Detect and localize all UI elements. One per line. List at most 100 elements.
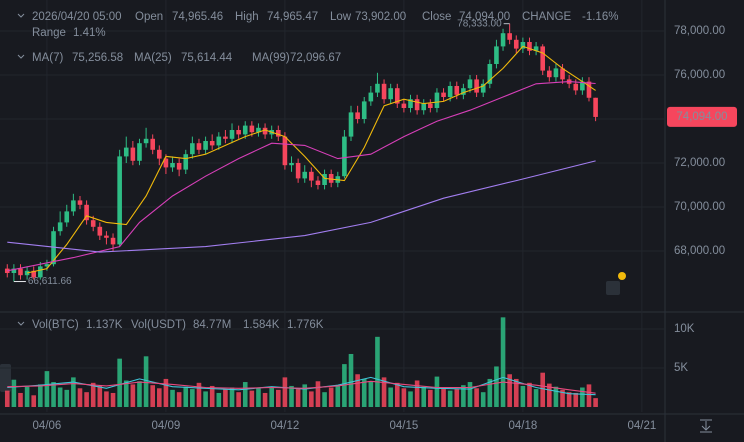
candle-body (249, 125, 255, 133)
candle-body (394, 88, 400, 104)
price-tag-label: 74,094.00 (676, 111, 727, 123)
volume-bar (586, 384, 592, 407)
candle-body (507, 33, 512, 40)
volume-bar (480, 392, 486, 407)
candle-body (322, 174, 327, 185)
candle-body (348, 112, 354, 137)
volume-bar (123, 380, 129, 407)
volume-ma-line (7, 376, 596, 396)
legend-text: MA(25) (134, 52, 172, 64)
volume-bar (302, 384, 308, 407)
volume-bar (368, 381, 374, 407)
volume-ma-line (7, 380, 596, 394)
x-tick-label: 04/21 (627, 420, 656, 432)
volume-bar (520, 385, 526, 407)
volume-bar (196, 382, 202, 407)
legend-text: 75,256.58 (72, 52, 123, 64)
candle-body (275, 130, 281, 137)
candle-body (474, 79, 479, 93)
volume-bar (322, 392, 327, 407)
x-tick-label: 04/15 (390, 420, 419, 432)
event-dot[interactable] (618, 272, 626, 280)
candle-body (150, 138, 155, 150)
candle-body (454, 86, 460, 95)
candle-body (143, 138, 149, 144)
volume-bar (566, 392, 572, 407)
candle-body (547, 70, 552, 78)
candle-body (328, 174, 334, 183)
collapse-icon[interactable] (17, 321, 25, 326)
candle-body (77, 200, 83, 205)
candle-body (494, 46, 499, 64)
legend-text: High (235, 11, 259, 23)
candle-body (540, 46, 546, 71)
candle-body (500, 33, 506, 47)
volume-bar (11, 379, 17, 407)
candle-body (216, 136, 222, 146)
volume-bar (447, 390, 453, 407)
candle-body (408, 99, 413, 108)
legend-text: CHANGE (522, 11, 572, 23)
legend-text: 1.776K (287, 319, 324, 331)
candle-body (130, 147, 136, 161)
candle-body (104, 235, 109, 238)
volume-bar (163, 378, 169, 407)
candle-body (176, 163, 182, 170)
volume-bar (348, 353, 354, 407)
axis-reset-icon[interactable] (700, 419, 712, 433)
event-icon[interactable] (606, 281, 620, 295)
volume-bar (282, 377, 288, 407)
volume-bar (137, 381, 142, 407)
volume-bar (474, 388, 479, 407)
legend-text: 75,614.44 (181, 52, 233, 64)
candle-body (388, 88, 393, 100)
volume-bar (71, 377, 76, 407)
side-toggle[interactable] (0, 364, 11, 392)
legend-text: MA(7) (32, 52, 63, 64)
volume-bar (560, 389, 565, 407)
collapse-icon[interactable] (17, 54, 25, 59)
legend-text: Range (32, 27, 66, 39)
volume-bar (289, 385, 294, 407)
candle-body (117, 156, 122, 245)
y-tick-label: 78,000.00 (674, 25, 725, 37)
candle-body (480, 83, 486, 93)
high-annotation: 78,333.00 (457, 18, 502, 29)
volume-bar (454, 389, 460, 407)
volume-bar (428, 389, 433, 407)
legend-text: Low (330, 11, 352, 23)
candle-body (229, 130, 235, 139)
volume-bar (381, 377, 387, 407)
candle-body (90, 220, 96, 227)
legend-text: 74,965.47 (267, 11, 318, 23)
volume-bar (408, 391, 413, 407)
volume-bar (110, 392, 116, 407)
volume-bar (309, 391, 314, 407)
candle-body (527, 42, 532, 51)
candle-body (18, 268, 23, 276)
candle-body (586, 81, 592, 98)
candle-body (157, 149, 162, 159)
legend-text: Vol(BTC) (32, 319, 79, 331)
y-tick-label: 68,000.00 (674, 245, 725, 257)
volume-bar (441, 387, 446, 407)
volume-bar (4, 390, 10, 407)
price-tag (667, 106, 737, 127)
legend-text: Close (422, 11, 451, 23)
candle-body (593, 97, 598, 117)
candle-body (361, 101, 367, 119)
y-tick-label: 76,000.00 (674, 69, 725, 81)
collapse-icon[interactable] (17, 13, 25, 18)
volume-bar (500, 317, 506, 407)
volume-bar (467, 382, 473, 407)
volume-bar (24, 386, 30, 407)
volume-bar (216, 392, 222, 407)
moving-average-line (26, 45, 596, 274)
legend-text: -1.16% (582, 11, 618, 23)
volume-bar (269, 386, 274, 407)
candle-body (209, 141, 215, 146)
volume-bar (256, 388, 261, 407)
volume-bar (31, 395, 37, 407)
candle-body (163, 158, 169, 168)
candle-body (203, 141, 208, 150)
